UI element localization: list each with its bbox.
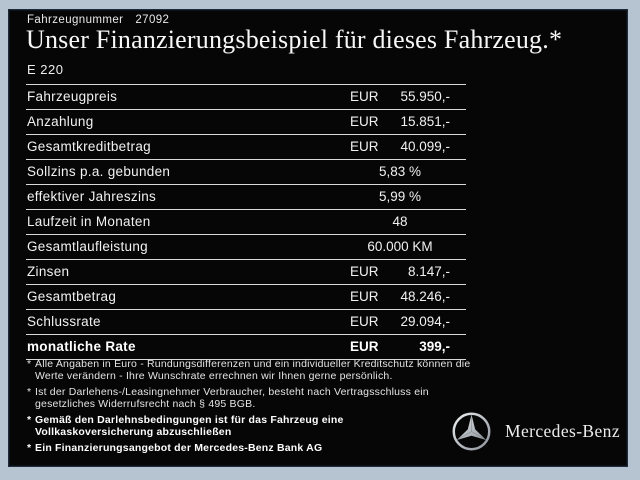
- row-value: 60.000 KM: [367, 239, 433, 254]
- currency-label: EUR: [350, 114, 379, 129]
- currency-label: EUR: [350, 314, 379, 329]
- vehicle-model: E 220: [27, 62, 64, 77]
- table-row: Gesamtkreditbetrag EUR 40.099,-: [26, 135, 466, 160]
- row-label: Gesamtkreditbetrag: [27, 139, 151, 154]
- currency-label: EUR: [350, 289, 379, 304]
- row-label: Anzahlung: [27, 114, 94, 129]
- currency-label: EUR: [350, 339, 379, 354]
- footnotes: * Alle Angaben in Euro - Rundungsdifferen…: [27, 358, 479, 460]
- table-row: monatliche Rate EUR 399,-: [26, 335, 466, 360]
- table-row: Gesamtbetrag EUR 48.246,-: [26, 285, 466, 310]
- amount-value: 40.099,-: [400, 139, 450, 154]
- row-label: Gesamtbetrag: [27, 289, 117, 304]
- table-row: effektiver Jahreszins 5,99 %: [26, 185, 466, 210]
- mercedes-star-icon: [452, 412, 491, 451]
- row-label: Laufzeit in Monaten: [27, 214, 151, 229]
- vehicle-number-value: 27092: [135, 14, 170, 26]
- currency-label: EUR: [350, 139, 379, 154]
- amount-value: 15.851,-: [400, 114, 450, 129]
- row-label: Fahrzeugpreis: [27, 89, 118, 104]
- footnote-text: Alle Angaben in Euro - Rundungsdifferenz…: [35, 358, 471, 382]
- table-row: Sollzins p.a. gebunden 5,83 %: [26, 160, 466, 185]
- currency-label: EUR: [350, 264, 379, 279]
- row-value: EUR 48.246,-: [350, 285, 450, 309]
- table-row: Fahrzeugpreis EUR 55.950,-: [26, 85, 466, 110]
- amount-value: 399,-: [419, 339, 450, 354]
- footnote: * Gemäß den Darlehnsbedingungen ist für d…: [27, 414, 479, 438]
- row-value: EUR 15.851,-: [350, 110, 450, 134]
- asterisk-marker: *: [27, 358, 32, 370]
- amount-value: 48.246,-: [400, 289, 450, 304]
- row-value: EUR 8.147,-: [350, 260, 450, 284]
- footnote: * Alle Angaben in Euro - Rundungsdifferen…: [27, 358, 479, 382]
- table-row: Anzahlung EUR 15.851,-: [26, 110, 466, 135]
- footnote-text: Ein Finanzierungsangebot der Mercedes-Be…: [35, 442, 323, 454]
- finance-table: Fahrzeugpreis EUR 55.950,- Anzahlung EUR 15.8…: [26, 84, 466, 360]
- table-row: Laufzeit in Monaten 48: [26, 210, 466, 235]
- table-row: Schlussrate EUR 29.094,-: [26, 310, 466, 335]
- row-label: Schlussrate: [27, 314, 101, 329]
- row-value: EUR 55.950,-: [350, 85, 450, 109]
- footnote: * Ein Finanzierungsangebot der Mercedes-B…: [27, 442, 479, 455]
- asterisk-marker: *: [27, 442, 32, 454]
- vehicle-number-label: Fahrzeugnummer: [27, 14, 124, 26]
- amount-value: 55.950,-: [400, 89, 450, 104]
- amount-value: 8.147,-: [407, 264, 450, 279]
- row-value: EUR 40.099,-: [350, 135, 450, 159]
- brand-name: Mercedes-Benz: [504, 421, 620, 441]
- row-value: EUR 29.094,-: [350, 310, 450, 334]
- row-value: 5,83 %: [378, 164, 422, 179]
- row-label: Zinsen: [27, 264, 70, 279]
- row-label: Sollzins p.a. gebunden: [27, 164, 171, 179]
- asterisk-marker: *: [27, 414, 32, 426]
- table-row: Gesamtlaufleistung 60.000 KM: [26, 235, 466, 260]
- footnote: * Ist der Darlehens-/Leasingnehmer Verbra…: [27, 386, 479, 410]
- row-label: effektiver Jahreszins: [27, 189, 157, 204]
- vehicle-number: Fahrzeugnummer 27092: [27, 14, 169, 26]
- page-title: Unser Finanzierungsbeispiel für dieses F…: [26, 25, 563, 54]
- amount-value: 29.094,-: [400, 314, 450, 329]
- content-panel: Fahrzeugnummer 27092 Unser Finanzierungsb…: [8, 9, 628, 467]
- currency-label: EUR: [350, 89, 379, 104]
- row-label: monatliche Rate: [27, 339, 136, 354]
- asterisk-marker: *: [27, 386, 32, 398]
- brand-block: Mercedes-Benz: [451, 411, 620, 452]
- footnote-text: Ist der Darlehens-/Leasingnehmer Verbrau…: [35, 386, 429, 410]
- row-value: 5,99 %: [378, 189, 422, 204]
- table-row: Zinsen EUR 8.147,-: [26, 260, 466, 285]
- row-value: EUR 399,-: [350, 335, 450, 359]
- footnote-text: Gemäß den Darlehnsbedingungen ist für da…: [35, 414, 344, 438]
- row-label: Gesamtlaufleistung: [27, 239, 148, 254]
- row-value: 48: [392, 214, 408, 229]
